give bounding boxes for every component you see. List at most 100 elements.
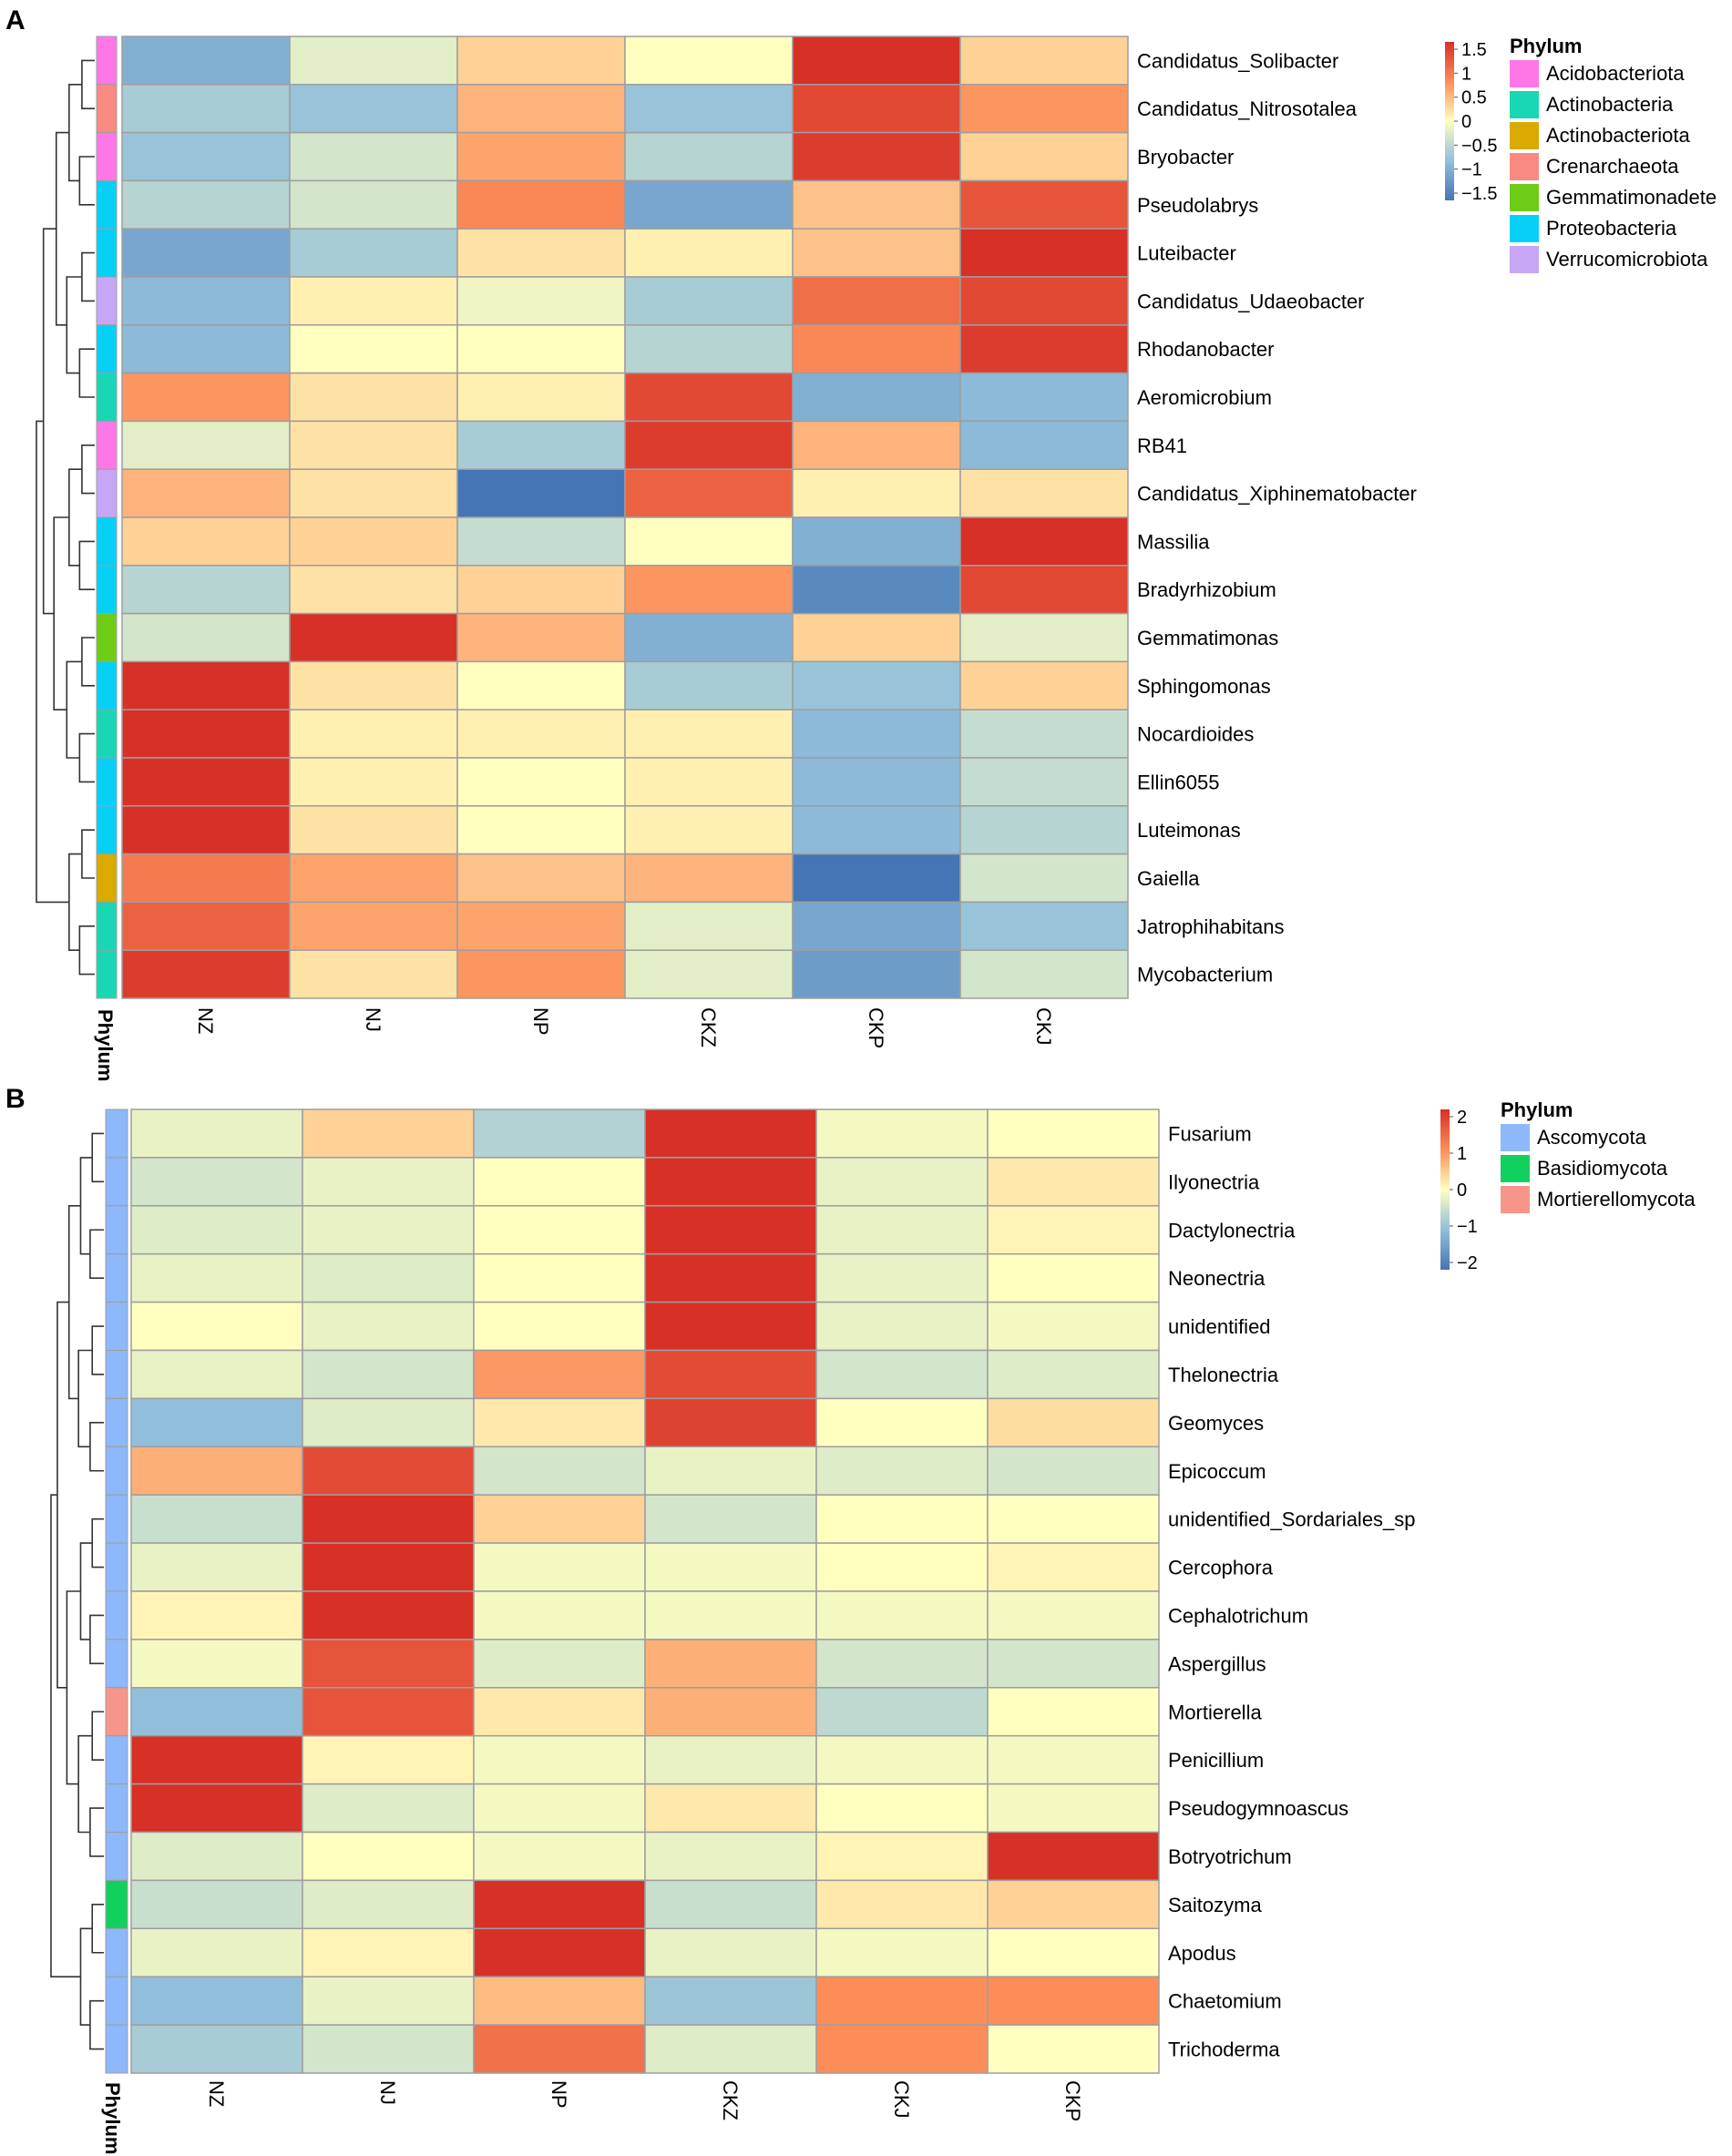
phylum-strip-a-luteimonas [96,805,118,855]
heatmap-cell-b-pseudogymnoascus-np [473,1783,646,1834]
heatmap-cell-a-candidatus-solibacter-ckj [959,36,1129,86]
phylum-strip-a-rhodanobacter [96,324,118,374]
heatmap-cell-a-jatrophihabitans-nz [121,901,291,951]
phylum-strip-a-pseudolabrys [96,179,118,230]
row-label-a-massilia: Massilia [1137,530,1210,553]
heatmap-cell-b-ilyonectria-nj [302,1157,475,1207]
heatmap-cell-a-candidatus-nitrosotalea-ckp [792,84,961,134]
heatmap-cell-b-fusarium-ckz [644,1109,817,1159]
heatmap-cell-b-unidentified-sordariales-sp-ckp [987,1494,1160,1544]
phylum-strip-b-geomyces [105,1397,128,1447]
heatmap-cell-a-luteibacter-np [456,228,626,278]
phylum-strip-a-nocardioides [96,709,118,759]
heatmap-cell-b-neonectria-nj [302,1252,475,1303]
heatmap-cell-a-sphingomonas-nz [121,660,291,710]
phylum-strip-a-bryobacter [96,132,118,181]
phylum-strip-a-gemmatimonas [96,613,118,662]
row-label-b-trichoderma: Trichoderma [1168,2038,1280,2061]
heatmap-cell-a-mycobacterium-nj [289,949,458,999]
heatmap-cell-a-bradyrhizobium-ckj [959,565,1129,615]
heatmap-cell-a-nocardioides-ckz [624,709,794,759]
heatmap-cell-a-jatrophihabitans-ckp [792,901,961,951]
row-label-b-penicillium: Penicillium [1168,1749,1264,1772]
legend-swatch-gemmatimonadete [1510,184,1539,211]
panel-letter-a: A [5,5,26,36]
phylum-strip-b-ilyonectria [105,1157,128,1207]
heatmap-cell-a-mycobacterium-ckj [959,949,1129,999]
heatmap-cell-a-luteibacter-ckz [624,228,794,278]
row-label-b-botryotrichum: Botryotrichum [1168,1845,1292,1868]
heatmap-cell-b-cercophora-nz [130,1542,303,1592]
phylum-strip-b-apodus [105,1927,128,1977]
color-scale-tick-a: −1.5 [1461,184,1497,204]
heatmap-cell-b-fusarium-nz [130,1109,303,1159]
phylum-strip-b-saitozyma [105,1879,128,1929]
heatmap-cell-b-thelonectria-nj [302,1349,475,1400]
row-label-a-ellin6055: Ellin6055 [1137,771,1220,793]
heatmap-cell-a-ellin6055-ckj [959,757,1129,807]
heatmap-cell-a-sphingomonas-ckj [959,660,1129,710]
heatmap-cell-a-massilia-np [456,516,626,567]
heatmap-cell-a-massilia-ckp [792,516,961,567]
heatmap-cell-b-ilyonectria-ckp [987,1157,1160,1207]
row-label-b-unidentified: unidentified [1168,1315,1271,1338]
heatmap-cell-b-unidentified-sordariales-sp-np [473,1494,646,1544]
legend-label-actinobacteria: Actinobacteria [1546,93,1674,116]
heatmap-cell-b-thelonectria-nz [130,1349,303,1400]
heatmap-cell-a-nocardioides-np [456,709,626,759]
phylum-strip-b-pseudogymnoascus [105,1783,128,1833]
heatmap-cell-a-massilia-nz [121,516,291,567]
heatmap-cell-a-bryobacter-nj [289,131,458,182]
heatmap-cell-b-unidentified-ckp [987,1301,1160,1352]
heatmap-cell-b-mortierella-ckj [815,1687,989,1737]
heatmap-cell-a-candidatus-nitrosotalea-nz [121,84,291,134]
heatmap-cell-a-pseudolabrys-ckj [959,179,1129,230]
row-label-b-epicoccum: Epicoccum [1168,1460,1266,1483]
phylum-strip-a-candidatus-solibacter [96,36,118,86]
heatmap-cell-b-apodus-ckj [815,1927,989,1977]
heatmap-cell-a-jatrophihabitans-np [456,901,626,951]
heatmap-cell-a-gaiella-nj [289,853,458,904]
phylum-strip-b-botryotrichum [105,1832,128,1881]
heatmap-cell-b-trichoderma-nz [130,2024,303,2074]
row-label-b-aspergillus: Aspergillus [1168,1652,1266,1675]
heatmap-cell-b-botryotrichum-ckj [815,1831,989,1882]
heatmap-cell-a-sphingomonas-ckp [792,660,961,710]
heatmap-cell-a-nocardioides-nj [289,709,458,759]
heatmap-cell-a-luteimonas-ckj [959,805,1129,855]
heatmap-cell-b-epicoccum-ckp [987,1446,1160,1496]
phylum-strip-a-jatrophihabitans [96,901,118,951]
heatmap-cell-a-mycobacterium-nz [121,949,291,999]
phylum-strip-b-cephalotrichum [105,1590,128,1640]
legend-label-mortierellomycota: Mortierellomycota [1537,1188,1696,1211]
phylum-strip-a-mycobacterium [96,949,118,999]
heatmap-cell-a-gaiella-ckj [959,853,1129,904]
heatmap-cell-a-luteimonas-ckz [624,805,794,855]
panel-b-heatmap: Fusarium Ilyonectria Dactylonectria Neonect… [50,1098,1696,2154]
heatmap-cell-a-luteimonas-nz [121,805,291,855]
heatmap-cell-a-massilia-ckj [959,516,1129,567]
heatmap-cell-b-cephalotrichum-ckj [815,1590,989,1640]
heatmap-cell-b-dactylonectria-ckp [987,1205,1160,1255]
phylum-strip-a-bradyrhizobium [96,565,118,615]
heatmap-cell-b-unidentified-nz [130,1301,303,1352]
heatmap-cell-b-unidentified-ckz [644,1301,817,1352]
heatmap-cell-b-aspergillus-ckj [815,1639,989,1689]
heatmap-cell-b-thelonectria-ckz [644,1349,817,1400]
heatmap-cell-a-luteimonas-nj [289,805,458,855]
legend-label-verrucomicrobiota: Verrucomicrobiota [1546,248,1708,271]
heatmap-cell-b-saitozyma-ckj [815,1879,989,1930]
legend-label-gemmatimonadete: Gemmatimonadete [1546,186,1717,209]
heatmap-cell-b-trichoderma-ckz [644,2024,817,2074]
heatmap-cell-b-ilyonectria-np [473,1157,646,1207]
row-label-a-gemmatimonas: Gemmatimonas [1137,627,1278,649]
heatmap-cell-b-chaetomium-ckp [987,1976,1160,2026]
heatmap-cell-b-penicillium-nj [302,1734,475,1785]
heatmap-cell-b-unidentified-sordariales-sp-nj [302,1494,475,1544]
legend-swatch-mortierellomycota [1501,1186,1530,1213]
heatmap-cell-a-sphingomonas-ckz [624,660,794,710]
row-label-a-sphingomonas: Sphingomonas [1137,675,1271,698]
heatmap-cell-a-candidatus-xiphinematobacter-ckj [959,468,1129,518]
phylum-strip-a-massilia [96,516,118,567]
color-scale-tick-a: −0.5 [1461,136,1497,156]
